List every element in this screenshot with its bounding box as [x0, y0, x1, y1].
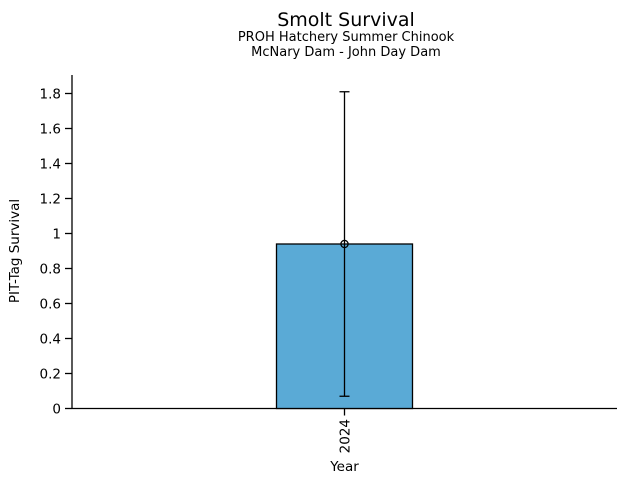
y-tick-label: 1.2 [40, 191, 61, 207]
y-tick-label: 0.6 [40, 296, 61, 312]
y-axis-label: PIT-Tag Survival [7, 199, 23, 303]
y-tick-label: 1.8 [40, 86, 61, 102]
y-tick-label: 0.4 [40, 331, 61, 347]
y-tick-label: 0.8 [40, 261, 61, 277]
chart-subtitle-line1: PROH Hatchery Summer Chinook [238, 30, 455, 45]
tick-labels: 0 0.2 0.4 0.6 0.8 1 1.2 1.4 1.6 1.8 2024 [40, 86, 354, 453]
data-point-marker [340, 239, 349, 249]
y-tick-label: 1 [52, 226, 61, 242]
chart-title: Smolt Survival [277, 9, 415, 31]
x-axis-label: Year [329, 459, 359, 475]
y-tick-label: 0 [52, 401, 61, 417]
chart-subtitle-line2: McNary Dam - John Day Dam [251, 45, 441, 60]
bar-series [275, 91, 414, 410]
y-tick-label: 1.6 [40, 121, 61, 137]
x-tick-label: 2024 [337, 419, 353, 453]
y-tick-label: 1.4 [40, 156, 61, 172]
y-tick-label: 0.2 [40, 366, 61, 382]
